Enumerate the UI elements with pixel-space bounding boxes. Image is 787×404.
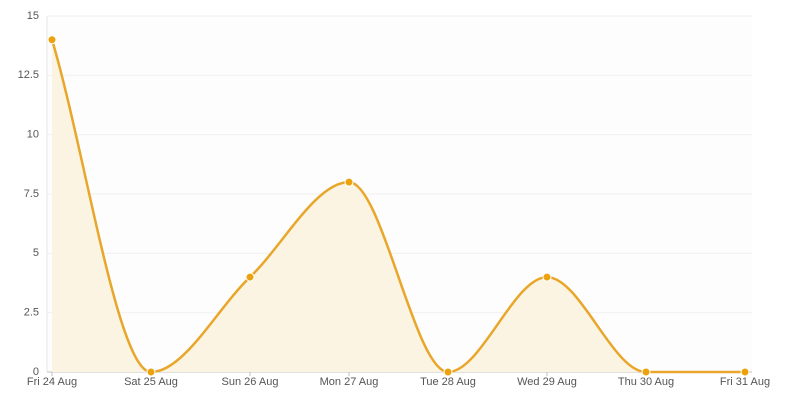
point: [443, 367, 453, 377]
x-tick-label: Sun 26 Aug: [222, 376, 279, 388]
x-tick-label: Sat 25 Aug: [124, 376, 178, 388]
x-tick-label: Thu 30 Aug: [618, 376, 674, 388]
y-tick-label: 10: [27, 129, 39, 141]
area: [52, 39, 745, 372]
y-tick-label: 0: [33, 366, 39, 378]
x-tick-label: Wed 29 Aug: [517, 376, 577, 388]
x-tick-label: Fri 31 Aug: [720, 376, 770, 388]
line: [50, 39, 745, 374]
point: [245, 272, 255, 282]
y-tick-label: 2.5: [24, 307, 39, 319]
point: [146, 367, 156, 377]
x-tick-label: Tue 28 Aug: [420, 376, 476, 388]
y-tick-label: 7.5: [24, 188, 39, 200]
x-tick-label: Mon 27 Aug: [320, 376, 379, 388]
y-tick-label: 15: [27, 10, 39, 22]
point: [47, 35, 57, 45]
y-tick-label: 5: [33, 247, 39, 259]
x-tick-label: Fri 24 Aug: [27, 376, 77, 388]
point: [740, 367, 750, 377]
point: [542, 272, 552, 282]
point: [641, 367, 651, 377]
y-tick-label: 12.5: [18, 69, 39, 81]
point: [344, 177, 354, 187]
